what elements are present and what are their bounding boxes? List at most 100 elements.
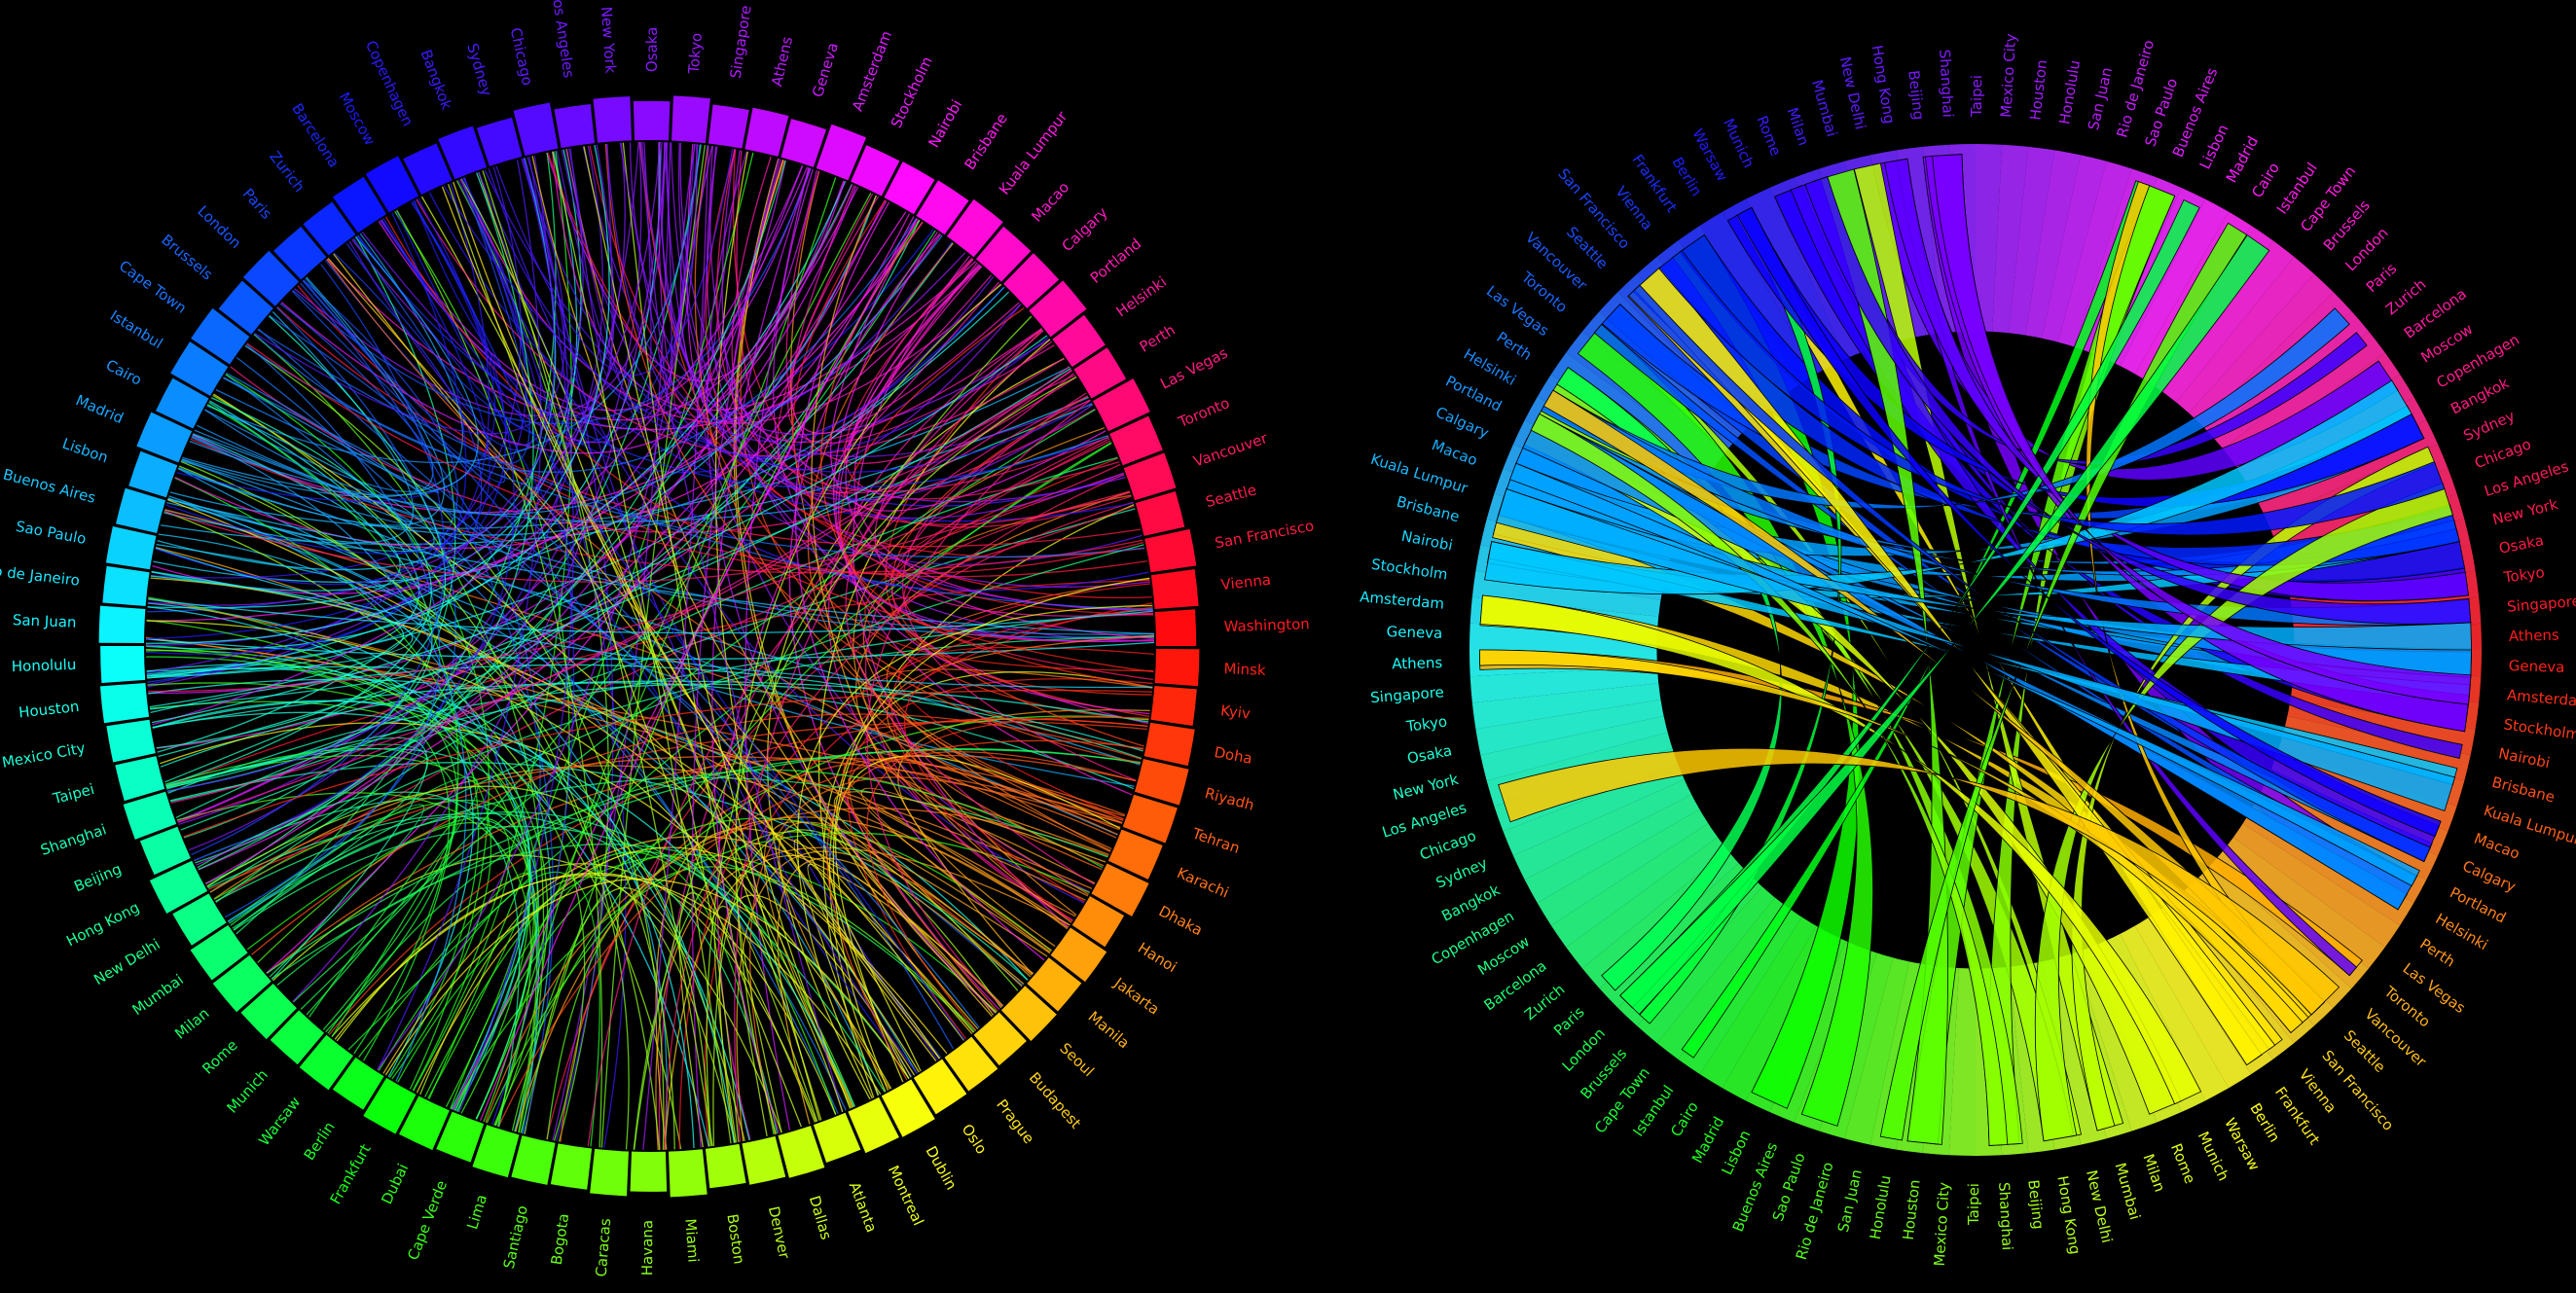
ring-segment xyxy=(102,565,150,607)
city-label: Tokyo xyxy=(685,32,706,75)
ring-sector xyxy=(1469,623,1663,650)
chord-line xyxy=(152,680,1149,729)
chord-line xyxy=(148,598,1153,634)
chord-line xyxy=(266,757,1126,975)
chord-line xyxy=(272,854,782,1133)
chord-line xyxy=(180,508,1136,831)
chord-line xyxy=(165,397,432,786)
chord-line xyxy=(495,148,734,377)
chord-line xyxy=(215,815,531,1112)
chord-line xyxy=(147,142,661,606)
ring-segment xyxy=(1029,280,1087,338)
chord-line xyxy=(303,178,530,465)
city-label: Mexico City xyxy=(1931,1181,1953,1267)
chord-line xyxy=(845,257,1154,640)
chord-line xyxy=(163,510,682,1150)
chord-line xyxy=(441,186,941,1060)
ring-segment xyxy=(190,924,248,981)
chord-line xyxy=(164,747,458,1030)
chord-line xyxy=(253,334,545,1133)
chord-ribbon xyxy=(1681,180,2151,1059)
chord-line xyxy=(155,547,1048,957)
chord-line xyxy=(191,264,446,856)
chord-line xyxy=(788,233,1000,1010)
chord-line xyxy=(345,145,708,445)
city-label: Minsk xyxy=(1223,660,1266,679)
chord-line xyxy=(191,436,467,1082)
ring-segment xyxy=(944,1036,998,1092)
ring-sector xyxy=(1948,962,1976,1156)
chord-line xyxy=(165,218,490,555)
chord-line xyxy=(515,816,1069,1132)
chord-line xyxy=(569,143,613,377)
chord-ribbon xyxy=(1542,389,2326,1016)
ring-sector xyxy=(1550,352,1723,480)
chord-line xyxy=(639,142,672,387)
city-label: Havana xyxy=(638,1220,656,1275)
city-label: Taipei xyxy=(1968,75,1985,118)
chord-line xyxy=(194,377,454,523)
ring-segment xyxy=(116,487,166,533)
ring-segment xyxy=(270,1010,325,1065)
chord-line xyxy=(146,181,847,679)
chord-line xyxy=(463,177,627,1148)
ring-segment xyxy=(240,984,297,1040)
ring-segment xyxy=(1027,957,1082,1012)
ring-segment xyxy=(1107,829,1163,880)
ring-segment xyxy=(1134,759,1189,806)
chord-line xyxy=(711,167,812,1133)
ring-segment xyxy=(218,280,273,335)
chord-line xyxy=(170,369,1072,804)
ring-segment xyxy=(744,107,789,157)
chord-line xyxy=(155,183,490,586)
ring-segment xyxy=(1122,794,1178,844)
chord-line xyxy=(734,341,1053,1142)
chord-line xyxy=(152,711,855,1107)
ring-segment xyxy=(1073,347,1127,399)
ring-sector xyxy=(1524,792,1704,903)
ring-segment xyxy=(299,1034,353,1091)
chord-ribbon xyxy=(1508,462,2420,887)
chord-line xyxy=(642,145,709,1151)
chord-line xyxy=(206,785,710,1147)
chord-line xyxy=(194,797,539,1120)
chord-line xyxy=(300,282,555,1134)
chord-ribbon xyxy=(1813,176,2463,759)
ring-sector xyxy=(1512,777,1696,880)
ring-segment xyxy=(212,954,272,1013)
ring-sector xyxy=(1469,665,1664,703)
chord-line xyxy=(458,158,574,1113)
chord-line xyxy=(152,700,735,1143)
ring-sector xyxy=(2229,820,2401,948)
chord-line xyxy=(361,144,615,417)
ring-segment xyxy=(916,180,969,235)
chord-line xyxy=(385,216,1154,673)
chord-line xyxy=(897,709,1150,948)
chord-line xyxy=(796,604,1153,1099)
ring-segment xyxy=(1071,896,1125,948)
ring-segment xyxy=(98,605,146,643)
city-label: Beijing xyxy=(2024,1179,2047,1231)
ring-segment xyxy=(813,1112,861,1163)
chord-line xyxy=(181,233,463,498)
ring-segment xyxy=(1150,568,1199,610)
ring-segment xyxy=(671,95,710,144)
chord-line xyxy=(887,634,1154,867)
city-label: Miami xyxy=(681,1218,702,1263)
chord-line xyxy=(794,201,1045,961)
chord-line xyxy=(308,816,461,1038)
chord-line xyxy=(443,185,1093,473)
ring-segment xyxy=(242,250,300,306)
chord-line xyxy=(236,357,839,1114)
ring-segment xyxy=(1150,685,1197,727)
chord-line xyxy=(148,597,1086,901)
ring-segment xyxy=(778,1126,825,1178)
chord-line xyxy=(735,283,1002,1134)
chord-line xyxy=(246,816,511,1092)
chord-line xyxy=(151,335,1048,724)
ring-segment xyxy=(115,756,165,802)
chord-line xyxy=(619,142,844,1113)
chord-line xyxy=(294,142,666,416)
chord-line xyxy=(528,157,918,1074)
chord-line xyxy=(181,433,414,525)
